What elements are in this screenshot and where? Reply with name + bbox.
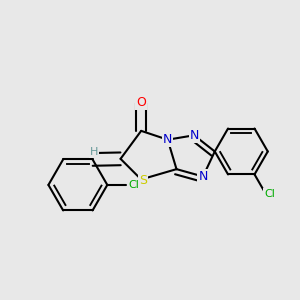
Text: N: N	[163, 133, 172, 146]
Text: H: H	[90, 147, 98, 157]
Text: N: N	[190, 129, 199, 142]
Text: Cl: Cl	[264, 189, 275, 199]
Text: O: O	[136, 96, 146, 110]
Text: S: S	[139, 174, 147, 188]
Text: Cl: Cl	[128, 180, 139, 190]
Text: N: N	[198, 170, 208, 183]
